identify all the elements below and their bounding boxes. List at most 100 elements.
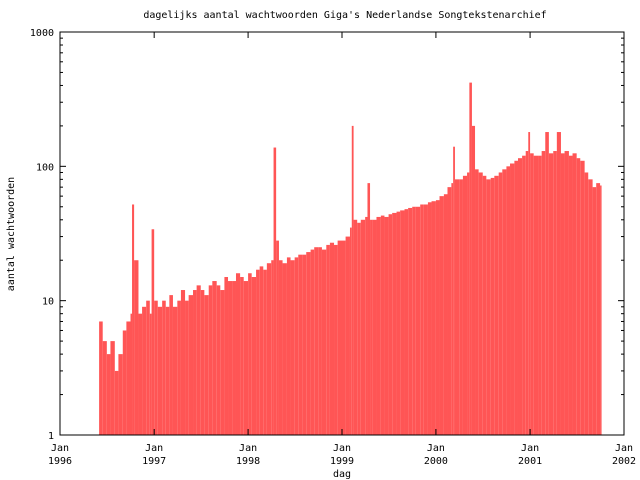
bar: [146, 300, 150, 435]
bar: [220, 290, 225, 435]
bar: [427, 202, 432, 435]
bar: [122, 330, 127, 435]
bar: [451, 183, 454, 435]
bar: [541, 151, 546, 435]
bar: [486, 179, 491, 435]
bar: [392, 212, 397, 435]
bar: [528, 132, 531, 436]
x-tick-label-month: Jan: [51, 443, 69, 454]
bars-group: [99, 82, 602, 436]
x-tick-label-year: 2001: [518, 456, 542, 467]
bar: [396, 211, 401, 435]
bar: [498, 172, 503, 436]
bar: [423, 204, 428, 435]
bar: [490, 177, 495, 435]
bar: [404, 209, 409, 435]
bar: [400, 210, 405, 435]
y-tick-label: 1: [48, 431, 54, 442]
x-tick-label-month: Jan: [239, 443, 257, 454]
bar: [165, 306, 170, 435]
bar: [276, 240, 279, 435]
bar: [321, 249, 327, 435]
bar: [162, 300, 166, 435]
bar: [326, 244, 330, 435]
y-tick-label: 100: [36, 162, 54, 173]
x-tick-label-month: Jan: [145, 443, 163, 454]
bar: [132, 204, 135, 435]
bar: [248, 273, 252, 435]
bar: [556, 132, 561, 436]
bar: [588, 179, 593, 435]
bar: [138, 313, 143, 435]
bar: [572, 153, 577, 435]
bar: [502, 169, 507, 435]
bar: [525, 151, 529, 435]
bar: [530, 153, 534, 435]
bar: [228, 281, 233, 435]
bar: [522, 155, 526, 435]
bar: [342, 240, 346, 435]
bar: [580, 160, 585, 435]
bar: [367, 183, 371, 435]
bar: [420, 204, 424, 435]
bar: [232, 281, 236, 435]
bar: [318, 247, 322, 435]
bar: [142, 306, 147, 435]
bar: [99, 321, 103, 435]
x-tick-label-month: Jan: [333, 443, 351, 454]
bar: [102, 341, 107, 435]
bar: [475, 169, 479, 435]
bar: [349, 227, 352, 435]
bar: [560, 153, 565, 435]
bar: [360, 219, 366, 435]
bar: [412, 206, 416, 435]
bar: [290, 260, 295, 435]
bar: [384, 216, 389, 435]
x-tick-label-month: Jan: [615, 443, 633, 454]
bar: [216, 285, 221, 435]
x-tick-label-year: 2000: [424, 456, 448, 467]
bar: [224, 277, 229, 435]
bar: [149, 313, 152, 435]
bar: [370, 219, 373, 435]
bar: [365, 216, 368, 435]
bar: [538, 155, 542, 435]
bar: [592, 187, 597, 435]
bar: [482, 175, 487, 435]
bar: [462, 175, 468, 435]
bar: [169, 295, 173, 435]
bar: [459, 179, 463, 435]
bar: [259, 266, 264, 435]
bar: [180, 290, 186, 435]
bar: [310, 249, 315, 435]
bar: [243, 281, 249, 435]
bar: [273, 147, 277, 436]
bar: [126, 321, 131, 435]
bar: [471, 125, 476, 435]
bar: [408, 207, 413, 435]
bar: [212, 281, 217, 435]
bar: [204, 295, 209, 435]
bar: [130, 313, 133, 435]
bar: [447, 187, 452, 435]
bar: [337, 240, 342, 435]
bar: [351, 125, 354, 435]
y-tick-label: 1000: [30, 28, 54, 39]
x-tick-label-month: Jan: [521, 443, 539, 454]
bar: [431, 201, 436, 435]
bar: [106, 354, 111, 435]
bar: [533, 155, 539, 435]
bar: [439, 196, 444, 435]
bar: [548, 153, 554, 435]
x-tick-label-month: Jan: [427, 443, 445, 454]
bar: [278, 260, 283, 435]
bar: [553, 151, 557, 435]
x-axis-label: dag: [333, 469, 351, 480]
bar: [134, 260, 139, 435]
x-tick-label-year: 1999: [330, 456, 354, 467]
bar: [353, 219, 358, 435]
bar: [188, 295, 194, 435]
bar: [114, 370, 119, 435]
bar: [494, 175, 499, 435]
